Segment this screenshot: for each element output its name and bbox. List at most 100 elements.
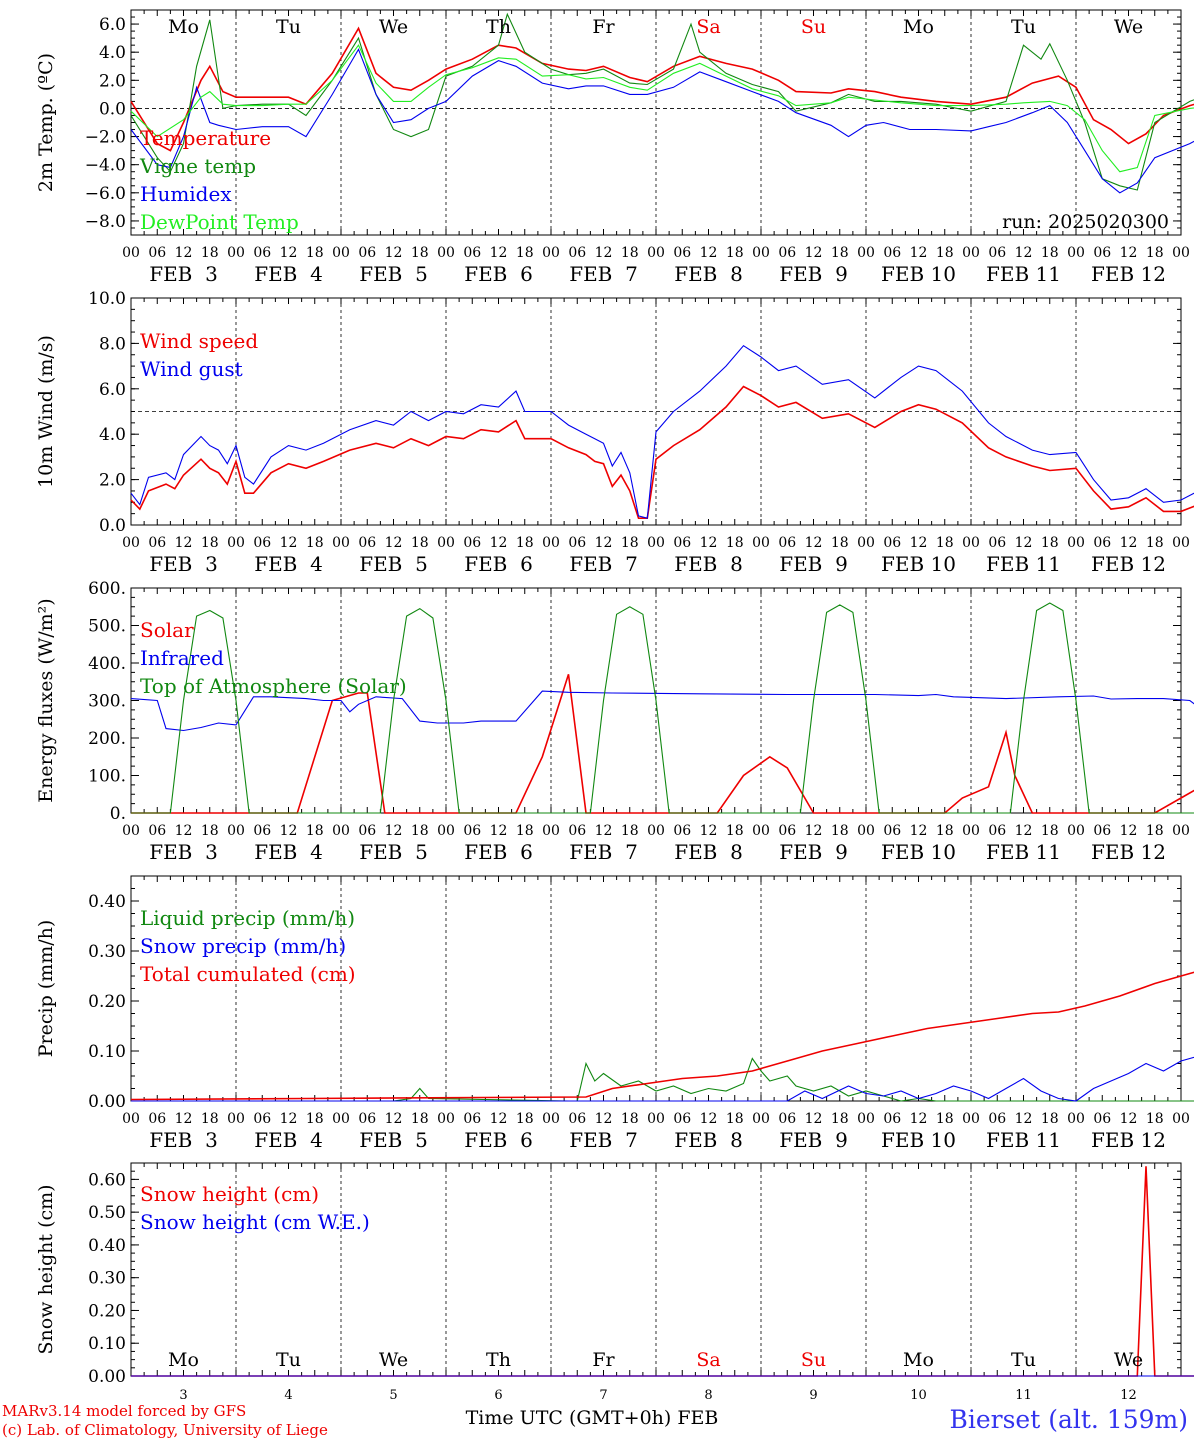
y-tick-label: 2.0 bbox=[99, 71, 126, 91]
legend-entry: Wind speed bbox=[140, 329, 258, 353]
legend-entry: Infrared bbox=[140, 646, 224, 670]
series-top-of-atmosphere-solar bbox=[131, 602, 1194, 814]
hour-tick-label: 18 bbox=[726, 823, 744, 839]
series-wind-gust bbox=[130, 344, 1194, 519]
hour-tick-label: 06 bbox=[358, 823, 376, 839]
y-tick-label: 0.0 bbox=[99, 99, 126, 119]
hour-tick-label: 12 bbox=[910, 823, 928, 839]
y-tick-label: 300. bbox=[88, 692, 126, 712]
day-number: 5 bbox=[389, 1388, 397, 1403]
legend-entry: Total cumulated (cm) bbox=[140, 962, 356, 986]
hour-tick-label: 00 bbox=[1172, 1111, 1190, 1127]
day-name: We bbox=[1114, 16, 1143, 38]
y-tick-label: 0.40 bbox=[88, 1236, 126, 1256]
hour-tick-label: 00 bbox=[437, 535, 455, 551]
hour-tick-label: 18 bbox=[621, 1111, 639, 1127]
hour-tick-label: 12 bbox=[910, 535, 928, 551]
hour-tick-label: 12 bbox=[595, 1111, 613, 1127]
hour-tick-label: 18 bbox=[516, 823, 534, 839]
hour-tick-label: 12 bbox=[1120, 535, 1138, 551]
legend-entry: Snow precip (mm/h) bbox=[140, 934, 346, 958]
hour-tick-label: 00 bbox=[227, 535, 245, 551]
hour-tick-label: 18 bbox=[201, 535, 219, 551]
hour-tick-label: 06 bbox=[673, 535, 691, 551]
hour-tick-label: 06 bbox=[673, 823, 691, 839]
day-name: Tu bbox=[276, 16, 301, 38]
hour-tick-label: 00 bbox=[1067, 535, 1085, 551]
hour-tick-label: 06 bbox=[1093, 535, 1111, 551]
hour-tick-label: 12 bbox=[805, 823, 823, 839]
y-axis-label: 10m Wind (m/s) bbox=[35, 335, 57, 488]
y-tick-label: 200. bbox=[88, 729, 126, 749]
date-label: FEB 11 bbox=[986, 552, 1061, 576]
hour-tick-label: 00 bbox=[1172, 823, 1190, 839]
y-tick-label: −4.0 bbox=[85, 156, 126, 176]
hour-tick-label: 06 bbox=[883, 535, 901, 551]
date-label: FEB 12 bbox=[1091, 262, 1166, 286]
hour-tick-label: 12 bbox=[700, 823, 718, 839]
panel-wind: 10.0 8.0 6.0 4.0 2.0 0.0 10m Wind (m/s) Wind sp… bbox=[35, 289, 1194, 576]
y-tick-label: 10.0 bbox=[88, 289, 126, 309]
hour-tick-label: 18 bbox=[831, 823, 849, 839]
hour-tick-label: 18 bbox=[1041, 535, 1059, 551]
date-label: FEB 3 bbox=[149, 1128, 218, 1152]
day-number: 8 bbox=[704, 1388, 712, 1403]
day-name: Su bbox=[801, 16, 826, 38]
hour-tick-label: 06 bbox=[1093, 823, 1111, 839]
hour-tick-label: 18 bbox=[201, 823, 219, 839]
date-label: FEB 12 bbox=[1091, 840, 1166, 864]
day-number: 12 bbox=[1120, 1388, 1137, 1403]
hour-tick-label: 12 bbox=[910, 245, 928, 261]
hour-tick-label: 00 bbox=[1172, 245, 1190, 261]
hour-tick-label: 18 bbox=[411, 1111, 429, 1127]
hour-tick-label: 06 bbox=[778, 823, 796, 839]
hour-tick-label: 06 bbox=[358, 1111, 376, 1127]
legend-entry: Vigne temp bbox=[139, 154, 256, 178]
hour-tick-label: 00 bbox=[227, 245, 245, 261]
hour-tick-label: 00 bbox=[962, 535, 980, 551]
hour-tick-label: 18 bbox=[621, 535, 639, 551]
hour-tick-label: 12 bbox=[280, 823, 298, 839]
hour-tick-label: 06 bbox=[568, 535, 586, 551]
date-label: FEB 10 bbox=[881, 262, 956, 286]
hour-tick-label: 00 bbox=[227, 1111, 245, 1127]
hour-tick-label: 18 bbox=[936, 245, 954, 261]
hour-tick-label: 12 bbox=[1015, 245, 1033, 261]
hour-tick-label: 06 bbox=[253, 1111, 271, 1127]
hour-tick-label: 12 bbox=[385, 245, 403, 261]
hour-tick-label: 06 bbox=[463, 535, 481, 551]
hour-tick-label: 06 bbox=[778, 535, 796, 551]
hour-tick-label: 12 bbox=[385, 535, 403, 551]
hour-tick-label: 00 bbox=[752, 245, 770, 261]
hour-tick-label: 06 bbox=[253, 245, 271, 261]
day-name: Fr bbox=[592, 16, 615, 38]
hour-tick-label: 06 bbox=[883, 1111, 901, 1127]
date-label: FEB 7 bbox=[569, 552, 638, 576]
y-axis-label: Energy fluxes (W/m²) bbox=[35, 598, 57, 802]
hour-tick-label: 00 bbox=[332, 535, 350, 551]
hour-tick-label: 12 bbox=[700, 245, 718, 261]
hour-tick-label: 18 bbox=[201, 1111, 219, 1127]
date-label: FEB 4 bbox=[254, 840, 323, 864]
hour-tick-label: 18 bbox=[1041, 245, 1059, 261]
day-name: Th bbox=[486, 16, 511, 38]
x-axis-label: Time UTC (GMT+0h) FEB bbox=[466, 1407, 719, 1429]
y-tick-label: −2.0 bbox=[85, 128, 126, 148]
hour-tick-label: 12 bbox=[280, 535, 298, 551]
hour-tick-label: 18 bbox=[936, 1111, 954, 1127]
day-number: 9 bbox=[809, 1388, 817, 1403]
hour-tick-label: 06 bbox=[148, 1111, 166, 1127]
date-label: FEB 5 bbox=[359, 1128, 428, 1152]
day-name: Tu bbox=[1011, 16, 1036, 38]
day-number: 11 bbox=[1015, 1388, 1032, 1403]
date-label: FEB 3 bbox=[149, 840, 218, 864]
hour-tick-label: 12 bbox=[385, 1111, 403, 1127]
hour-tick-label: 18 bbox=[726, 245, 744, 261]
hour-tick-label: 12 bbox=[175, 535, 193, 551]
hour-tick-label: 06 bbox=[148, 535, 166, 551]
hour-tick-label: 06 bbox=[568, 823, 586, 839]
hour-tick-label: 00 bbox=[1067, 1111, 1085, 1127]
y-tick-label: 0.50 bbox=[88, 1203, 126, 1223]
hour-tick-label: 18 bbox=[411, 245, 429, 261]
legend-entry: Humidex bbox=[140, 182, 232, 206]
